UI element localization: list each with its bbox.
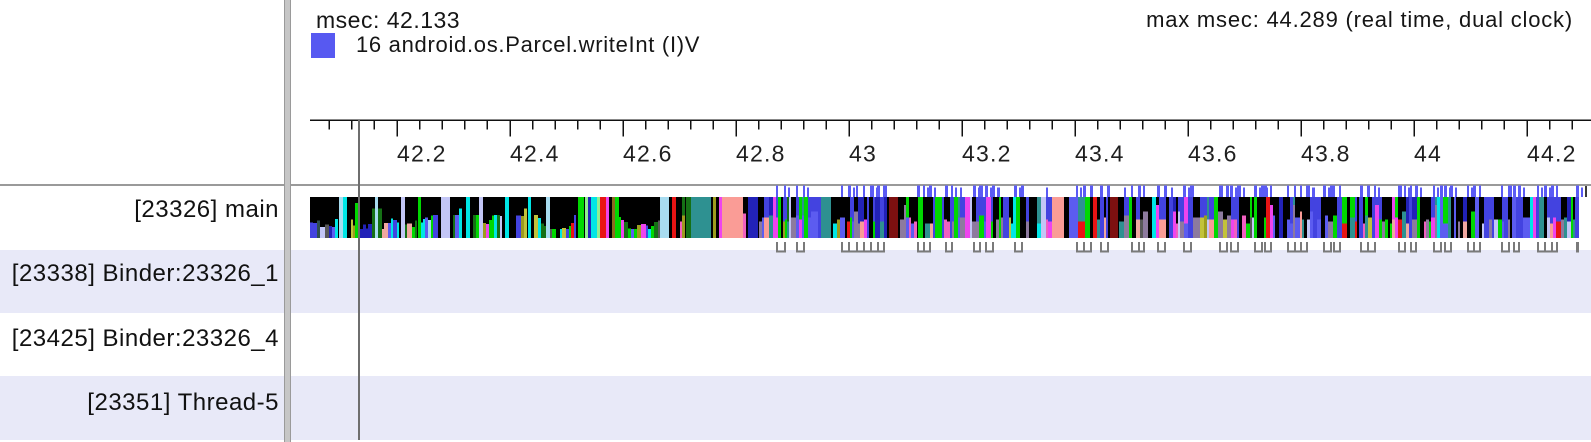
svg-text:43: 43 xyxy=(849,141,877,167)
svg-text:43.6: 43.6 xyxy=(1188,141,1238,167)
svg-text:42.6: 42.6 xyxy=(623,141,673,167)
svg-text:42.2: 42.2 xyxy=(397,141,447,167)
svg-text:44: 44 xyxy=(1414,141,1442,167)
svg-text:43.4: 43.4 xyxy=(1075,141,1125,167)
svg-text:44.2: 44.2 xyxy=(1527,141,1577,167)
svg-text:42.8: 42.8 xyxy=(736,141,786,167)
svg-text:43.2: 43.2 xyxy=(962,141,1012,167)
svg-text:43.8: 43.8 xyxy=(1301,141,1351,167)
svg-text:42.4: 42.4 xyxy=(510,141,560,167)
